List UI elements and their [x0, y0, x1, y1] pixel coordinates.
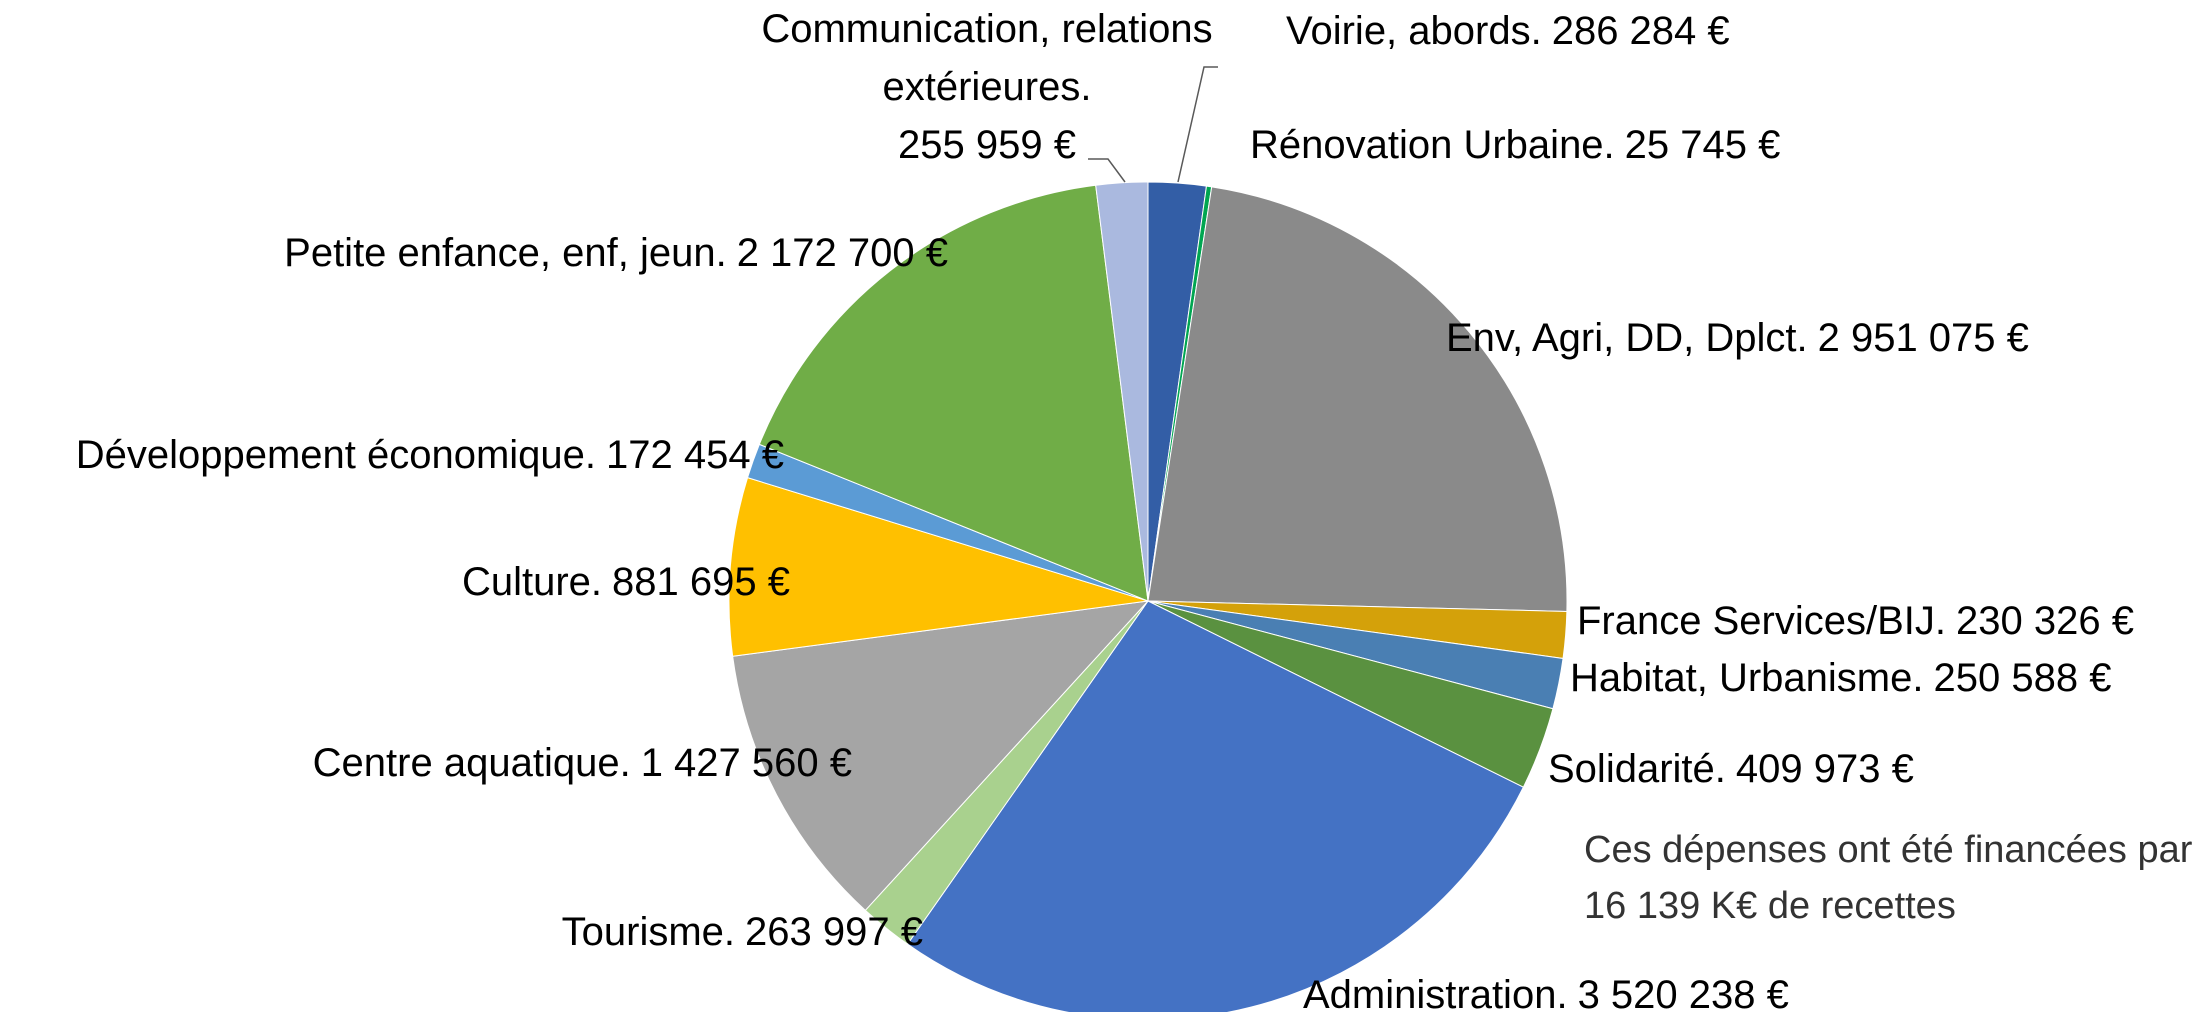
slice-label: Petite enfance, enf, jeun. 2 172 700 €: [284, 224, 948, 282]
label-name: Administration.: [1303, 973, 1568, 1017]
pie-slice: [1095, 181, 1149, 602]
slice-label: Centre aquatique. 1 427 560 €: [313, 734, 852, 792]
pie-slice: [906, 600, 1525, 1012]
pie-slice: [1147, 186, 1568, 612]
label-value: 172 454 €: [606, 433, 784, 477]
slice-label: France Services/BIJ. 230 326 €: [1577, 592, 2134, 650]
slice-label: Env, Agri, DD, Dplct. 2 951 075 €: [1446, 309, 2029, 367]
label-name: Développement économique.: [75, 433, 597, 477]
leader-line: [1177, 66, 1218, 183]
slice-label: Culture. 881 695 €: [462, 553, 790, 611]
label-name: Solidarité.: [1548, 747, 1726, 791]
label-name: Voirie, abords.: [1286, 9, 1542, 53]
slice-label: Communication, relations extérieures. 255…: [752, 0, 1222, 174]
annotation: Ces dépenses ont été financées par 16 13…: [1584, 829, 2193, 927]
slice-label: Voirie, abords. 286 284 €: [1286, 2, 1730, 60]
label-value: 286 284 €: [1551, 9, 1730, 53]
pie-slice: [758, 184, 1149, 602]
label-value: 2 951 075 €: [1817, 316, 2029, 360]
pie: [728, 181, 1568, 1012]
slice-label: Développement économique. 172 454 €: [76, 426, 784, 484]
pie-slice: [732, 600, 1150, 912]
label-name: Habitat, Urbanisme.: [1570, 656, 1924, 700]
label-value: 409 973 €: [1735, 747, 1914, 791]
label-value: 1 427 560 €: [640, 741, 852, 785]
label-value: 3 520 238 €: [1577, 973, 1789, 1017]
label-value: 255 959 €: [898, 123, 1076, 167]
label-value: 881 695 €: [612, 560, 790, 604]
label-value: 25 745 €: [1624, 123, 1781, 167]
label-value: 2 172 700 €: [736, 231, 948, 275]
slice-label: Habitat, Urbanisme. 250 588 €: [1570, 649, 2111, 707]
slice-label: Tourisme. 263 997 €: [562, 903, 923, 961]
label-name: France Services/BIJ.: [1577, 599, 1947, 643]
pie-slice: [728, 477, 1149, 657]
slice-label: Rénovation Urbaine. 25 745 €: [1250, 116, 1780, 174]
label-name: Centre aquatique.: [312, 741, 631, 785]
label-value: 250 588 €: [1933, 656, 2112, 700]
label-name: Env, Agri, DD, Dplct.: [1446, 316, 1808, 360]
label-name: Communication, relations extérieures.: [761, 7, 1213, 109]
label-name: Rénovation Urbaine.: [1250, 123, 1615, 167]
label-name: Tourisme.: [561, 910, 736, 954]
label-value: 263 997 €: [745, 910, 923, 954]
label-value: 230 326 €: [1956, 599, 2134, 643]
label-name: Petite enfance, enf, jeun.: [284, 231, 727, 275]
leader-line: [1088, 158, 1126, 183]
slice-label: Administration. 3 520 238 €: [1303, 966, 1789, 1024]
label-name: Culture.: [461, 560, 603, 604]
slice-label: Solidarité. 409 973 €: [1548, 740, 1914, 798]
